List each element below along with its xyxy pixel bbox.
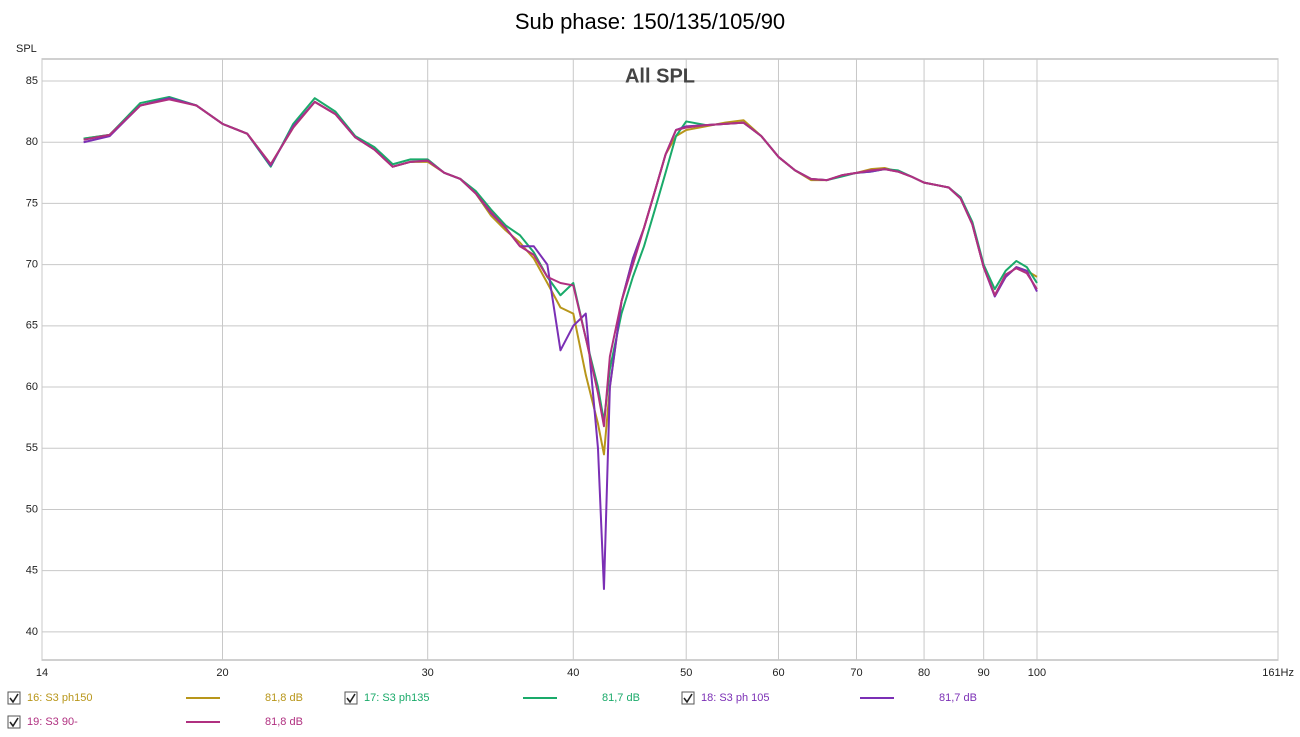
legend-checkbox[interactable] (681, 691, 695, 705)
y-tick-label: 50 (26, 503, 38, 515)
x-tick-label: 40 (567, 667, 579, 679)
x-tick-label: 80 (918, 667, 930, 679)
x-tick-label: 14 (36, 667, 48, 679)
x-tick-label: 161Hz (1262, 667, 1294, 679)
x-tick-label: 50 (680, 667, 692, 679)
legend: 16: S3 ph150 81,8 dB 17: S3 ph135 81,7 dB 18… (7, 691, 977, 729)
y-tick-label: 40 (26, 626, 38, 638)
grid: 40 45 50 55 60 65 70 75 80 85 14 20 30 40 50 60 70 80 90 10… (26, 59, 1294, 679)
y-axis-label: SPL (16, 43, 37, 55)
legend-level: 81,8 dB (265, 692, 303, 704)
plot-area (41, 58, 1279, 661)
y-tick-label: 65 (26, 320, 38, 332)
chart-title: Sub phase: 150/135/105/90 (515, 9, 785, 34)
legend-label: 17: S3 ph135 (364, 692, 429, 704)
series-line (83, 98, 1038, 428)
y-tick-label: 85 (26, 75, 38, 87)
legend-level: 81,7 dB (602, 692, 640, 704)
x-tick-label: 30 (422, 667, 434, 679)
y-tick-label: 45 (26, 565, 38, 577)
x-tick-label: 20 (216, 667, 228, 679)
x-tick-label: 60 (772, 667, 784, 679)
legend-level: 81,8 dB (265, 716, 303, 728)
legend-level: 81,7 dB (939, 692, 977, 704)
checkmark (346, 693, 356, 704)
y-tick-label: 70 (26, 259, 38, 271)
x-tick-label: 70 (850, 667, 862, 679)
checkmark (9, 717, 19, 728)
legend-checkbox[interactable] (7, 691, 21, 705)
x-tick-label: 90 (978, 667, 990, 679)
legend-checkbox[interactable] (7, 715, 21, 729)
y-tick-label: 75 (26, 197, 38, 209)
checkmark (683, 693, 693, 704)
y-tick-label: 80 (26, 136, 38, 148)
legend-label: 19: S3 90- (27, 716, 78, 728)
y-tick-label: 60 (26, 381, 38, 393)
y-tick-label: 55 (26, 442, 38, 454)
x-tick-label: 100 (1028, 667, 1046, 679)
checkmark (9, 693, 19, 704)
legend-label: 16: S3 ph150 (27, 692, 92, 704)
legend-label: 18: S3 ph 105 (701, 692, 770, 704)
annotation: All SPL (625, 65, 695, 87)
legend-checkbox[interactable] (344, 691, 358, 705)
lines (83, 95, 1038, 591)
